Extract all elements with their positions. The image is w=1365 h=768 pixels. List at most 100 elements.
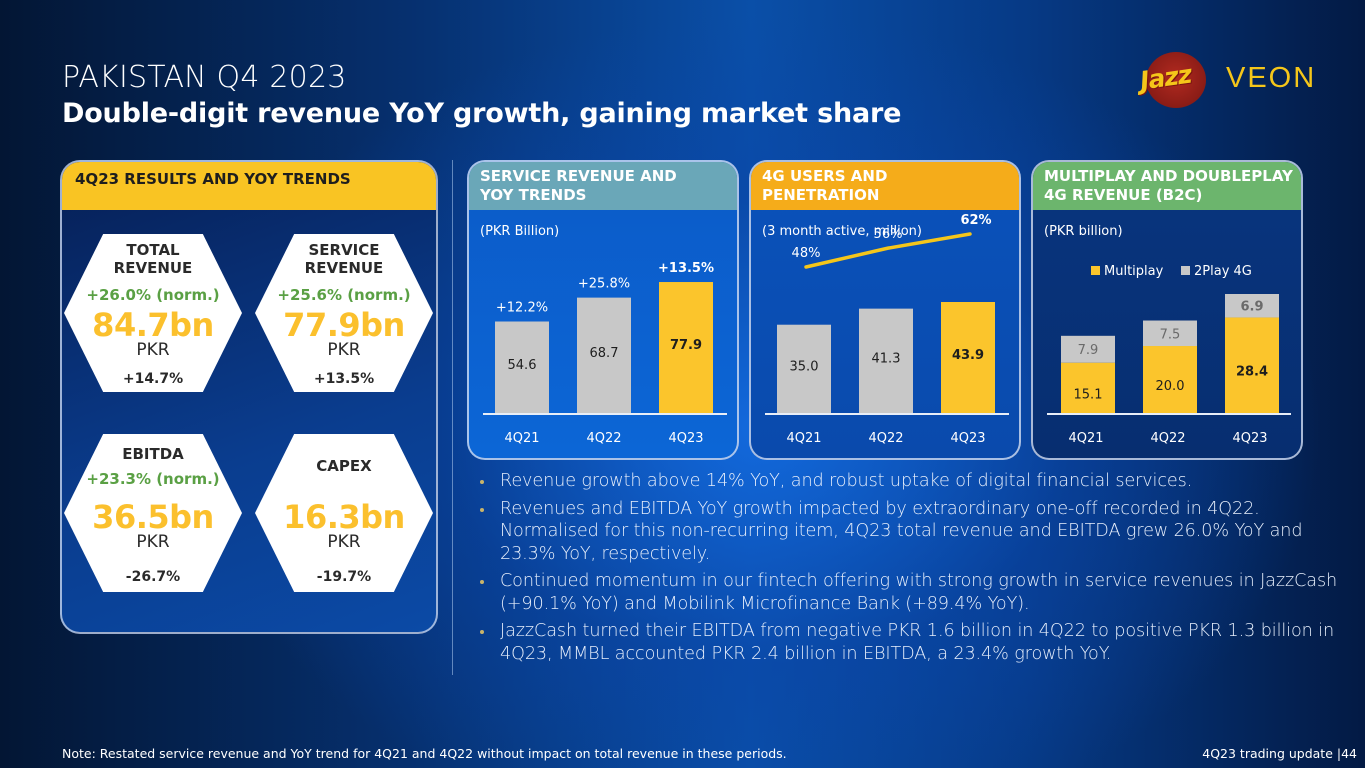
x-tick-label: 4Q22 (586, 431, 621, 446)
x-tick-label: 4Q23 (1232, 431, 1267, 446)
kpi-value: 16.3bn (283, 498, 405, 536)
veon-logo-text: VEON (1226, 62, 1317, 94)
kpi-normalized-growth: +25.6% (norm.) (277, 286, 411, 304)
stacked-bar-segment (1061, 362, 1115, 414)
chart-title-line2: 4G REVENUE (B2C) (1044, 186, 1203, 204)
segment-value-label: 7.9 (1078, 343, 1099, 358)
bullet-icon (480, 507, 484, 512)
chart-title: SERVICE REVENUE AND YOY TRENDS (469, 162, 737, 210)
4g-users-chart: 35.0 41.3 43.9 48% 56% 62% 4Q21 4Q22 4Q23 (765, 213, 1009, 446)
chart-title-line2: PENETRATION (762, 186, 880, 204)
kpi-yoy: -19.7% (316, 569, 372, 585)
results-panel-title: 4Q23 RESULTS AND YOY TRENDS (62, 162, 436, 210)
bar-value-label: 41.3 (872, 351, 901, 366)
chart-unit-label: (PKR billion) (1044, 224, 1123, 239)
page-subtitle: Double-digit revenue YoY growth, gaining… (62, 98, 902, 129)
x-tick-label: 4Q21 (1068, 431, 1103, 446)
brand-logo: Jazz VEON (1138, 52, 1330, 108)
penetration-label: 62% (960, 213, 991, 228)
chart-title: 4G USERS AND PENETRATION (751, 162, 1019, 210)
kpi-label: SERVICE REVENUE (255, 241, 433, 277)
kpi-value: 77.9bn (283, 306, 405, 344)
growth-annotation: +12.2% (496, 301, 548, 316)
page-reference: 4Q23 trading update |44 (1202, 746, 1357, 761)
bar-value-label: 35.0 (790, 359, 819, 374)
bullet-item: Revenue growth above 14% YoY, and robust… (476, 470, 1361, 493)
legend-label: Multiplay (1104, 264, 1164, 279)
bullet-icon (480, 630, 484, 634)
bar-value-label: 68.7 (590, 346, 619, 361)
footnote: Note: Restated service revenue and YoY t… (62, 746, 787, 761)
vertical-divider (452, 160, 453, 675)
x-tick-label: 4Q23 (668, 431, 703, 446)
chart-title-line1: MULTIPLAY AND DOUBLEPLAY (1044, 167, 1293, 185)
bullet-text: Revenue growth above 14% YoY, and robust… (500, 471, 1193, 491)
segment-value-label: 7.5 (1160, 327, 1181, 342)
legend-label: 2Play 4G (1194, 264, 1252, 279)
stacked-bar-segment (1225, 317, 1279, 414)
x-tick-label: 4Q22 (868, 431, 903, 446)
chart-unit-label: (PKR Billion) (480, 224, 560, 239)
legend-swatch (1091, 266, 1100, 275)
growth-annotation: +13.5% (658, 261, 714, 276)
bullet-icon (480, 580, 484, 584)
kpi-value: 84.7bn (92, 306, 214, 344)
bar-value-label: 43.9 (952, 348, 984, 363)
kpi-label: TOTAL REVENUE (64, 241, 242, 277)
jazz-logo-badge-icon (1146, 52, 1206, 108)
x-tick-label: 4Q21 (504, 431, 539, 446)
kpi-unit: PKR (136, 532, 170, 552)
multiplay-revenue-chart: Multiplay 2Play 4G 15.1 7.9 20.0 7.5 28.4 6.9 4Q… (1047, 264, 1291, 446)
kpi-yoy: +13.5% (313, 371, 375, 387)
service-revenue-chart: 54.6 +12.2% 68.7 +25.8% 77.9 +13.5% 4Q21 4Q22 4Q… (483, 261, 727, 446)
chart-title: MULTIPLAY AND DOUBLEPLAY 4G REVENUE (B2C… (1033, 162, 1301, 210)
multiplay-revenue-chart-panel: MULTIPLAY AND DOUBLEPLAY 4G REVENUE (B2C… (1031, 160, 1303, 460)
service-revenue-chart-panel: SERVICE REVENUE AND YOY TRENDS (PKR Bill… (467, 160, 739, 460)
bar-value-label: 54.6 (508, 358, 537, 373)
bullet-item: Revenues and EBITDA YoY growth impacted … (476, 498, 1361, 566)
bullet-icon (480, 480, 484, 484)
chart-title-line1: SERVICE REVENUE AND (480, 167, 677, 185)
growth-annotation: +25.8% (578, 277, 630, 292)
kpi-unit: PKR (327, 340, 361, 360)
kpi-normalized-growth: +26.0% (norm.) (86, 286, 220, 304)
chart-unit-label: (3 month active, million) (762, 224, 922, 239)
stacked-bar-segment (1225, 294, 1279, 318)
segment-value-label: 6.9 (1240, 300, 1263, 315)
bar-value-label: 77.9 (670, 338, 702, 353)
x-tick-label: 4Q21 (786, 431, 821, 446)
bullet-text: JazzCash turned their EBITDA from negati… (500, 621, 1334, 664)
kpi-value: 36.5bn (92, 498, 214, 536)
segment-value-label: 20.0 (1156, 379, 1185, 394)
bullet-item: JazzCash turned their EBITDA from negati… (476, 620, 1361, 665)
penetration-line (804, 232, 972, 269)
kpi-label-line1: TOTAL (126, 241, 180, 259)
kpi-label-line1: SERVICE (308, 241, 380, 259)
chart-title-line2: YOY TRENDS (480, 186, 587, 204)
page-title: PAKISTAN Q4 2023 (62, 60, 347, 95)
bar (659, 282, 713, 414)
kpi-label: CAPEX (316, 457, 372, 475)
penetration-label: 56% (874, 227, 903, 242)
kpi-unit: PKR (136, 340, 170, 360)
kpi-yoy: -26.7% (125, 569, 181, 585)
kpi-capex: CAPEX 16.3bn PKR -19.7% (255, 434, 433, 592)
stacked-bar-segment (1143, 320, 1197, 347)
legend-swatch (1181, 266, 1190, 275)
kpi-total-revenue: TOTAL REVENUE +26.0% (norm.) 84.7bn PKR … (64, 234, 242, 392)
bar (577, 297, 631, 414)
kpi-ebitda: EBITDA +23.3% (norm.) 36.5bn PKR -26.7% (64, 434, 242, 592)
kpi-label: EBITDA (122, 445, 184, 463)
bar (777, 324, 831, 414)
kpi-normalized-growth: +23.3% (norm.) (86, 470, 220, 488)
segment-value-label: 15.1 (1074, 387, 1103, 402)
commentary-bullets: Revenue growth above 14% YoY, and robust… (476, 470, 1361, 670)
chart-title-line1: 4G USERS AND (762, 167, 888, 185)
x-tick-label: 4Q22 (1150, 431, 1185, 446)
kpi-label-line2: REVENUE (113, 259, 193, 277)
kpi-label-line2: REVENUE (304, 259, 384, 277)
stacked-bar-segment (1061, 335, 1115, 363)
kpi-service-revenue: SERVICE REVENUE +25.6% (norm.) 77.9bn PK… (255, 234, 433, 392)
bar (495, 321, 549, 414)
bar (859, 308, 913, 414)
